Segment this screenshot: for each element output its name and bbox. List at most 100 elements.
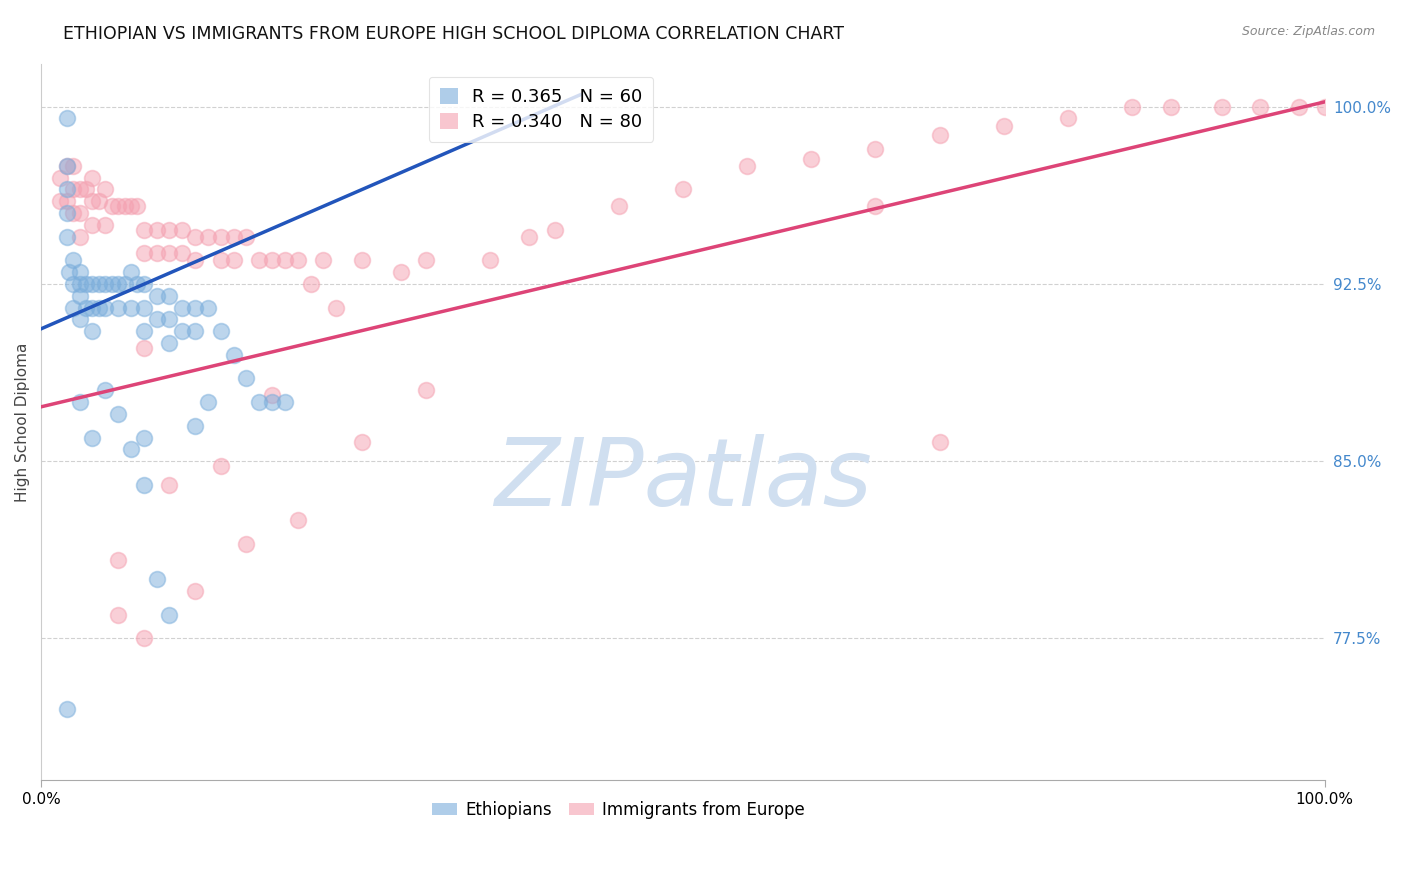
Point: [82, 194, 104, 209]
Point: [235, 371, 257, 385]
Point: [69, 182, 91, 196]
Point: [94, 384, 117, 398]
Point: [69, 265, 91, 279]
Point: [865, 199, 887, 213]
Point: [82, 431, 104, 445]
Point: [222, 348, 245, 362]
Point: [172, 324, 194, 338]
Point: [55, 229, 77, 244]
Point: [479, 253, 502, 268]
Text: ZIPatlas: ZIPatlas: [494, 434, 872, 525]
Point: [114, 277, 136, 291]
Point: [132, 478, 155, 492]
Point: [82, 170, 104, 185]
Text: ETHIOPIAN VS IMMIGRANTS FROM EUROPE HIGH SCHOOL DIPLOMA CORRELATION CHART: ETHIOPIAN VS IMMIGRANTS FROM EUROPE HIGH…: [63, 25, 844, 43]
Point: [274, 253, 297, 268]
Point: [543, 222, 565, 236]
Point: [82, 324, 104, 338]
Point: [107, 199, 129, 213]
Point: [1313, 100, 1336, 114]
Point: [107, 301, 129, 315]
Point: [247, 395, 270, 409]
Point: [69, 312, 91, 326]
Legend: Ethiopians, Immigrants from Europe: Ethiopians, Immigrants from Europe: [426, 795, 811, 826]
Point: [197, 301, 219, 315]
Point: [1288, 100, 1310, 114]
Point: [145, 573, 167, 587]
Point: [87, 194, 110, 209]
Point: [235, 537, 257, 551]
Point: [184, 301, 207, 315]
Point: [159, 336, 181, 351]
Point: [107, 607, 129, 622]
Point: [262, 395, 284, 409]
Point: [120, 265, 142, 279]
Point: [389, 265, 412, 279]
Point: [55, 182, 77, 196]
Point: [114, 199, 136, 213]
Point: [209, 324, 232, 338]
Point: [607, 199, 630, 213]
Y-axis label: High School Diploma: High School Diploma: [15, 343, 30, 502]
Point: [55, 702, 77, 716]
Point: [132, 632, 155, 646]
Point: [172, 246, 194, 260]
Point: [209, 229, 232, 244]
Point: [262, 388, 284, 402]
Point: [132, 246, 155, 260]
Point: [287, 253, 309, 268]
Point: [87, 301, 110, 315]
Point: [69, 395, 91, 409]
Point: [735, 159, 758, 173]
Point: [75, 182, 97, 196]
Point: [75, 277, 97, 291]
Point: [62, 277, 84, 291]
Point: [120, 442, 142, 457]
Point: [672, 182, 695, 196]
Point: [159, 607, 181, 622]
Point: [62, 159, 84, 173]
Point: [159, 246, 181, 260]
Point: [350, 253, 373, 268]
Point: [350, 435, 373, 450]
Point: [132, 324, 155, 338]
Point: [325, 301, 347, 315]
Point: [55, 194, 77, 209]
Point: [127, 277, 149, 291]
Point: [184, 229, 207, 244]
Point: [145, 289, 167, 303]
Point: [127, 199, 149, 213]
Point: [69, 229, 91, 244]
Point: [1121, 100, 1143, 114]
Point: [69, 277, 91, 291]
Point: [184, 324, 207, 338]
Point: [1057, 112, 1080, 126]
Point: [800, 152, 823, 166]
Point: [62, 301, 84, 315]
Point: [100, 199, 122, 213]
Point: [312, 253, 335, 268]
Point: [120, 301, 142, 315]
Point: [82, 218, 104, 232]
Point: [62, 206, 84, 220]
Point: [55, 159, 77, 173]
Point: [287, 513, 309, 527]
Point: [69, 206, 91, 220]
Point: [159, 312, 181, 326]
Point: [94, 182, 117, 196]
Point: [62, 253, 84, 268]
Point: [69, 289, 91, 303]
Point: [928, 128, 950, 142]
Point: [87, 277, 110, 291]
Point: [132, 222, 155, 236]
Point: [517, 229, 540, 244]
Point: [184, 253, 207, 268]
Point: [928, 435, 950, 450]
Point: [159, 478, 181, 492]
Point: [120, 199, 142, 213]
Point: [184, 418, 207, 433]
Point: [94, 301, 117, 315]
Point: [415, 253, 437, 268]
Point: [172, 222, 194, 236]
Point: [145, 246, 167, 260]
